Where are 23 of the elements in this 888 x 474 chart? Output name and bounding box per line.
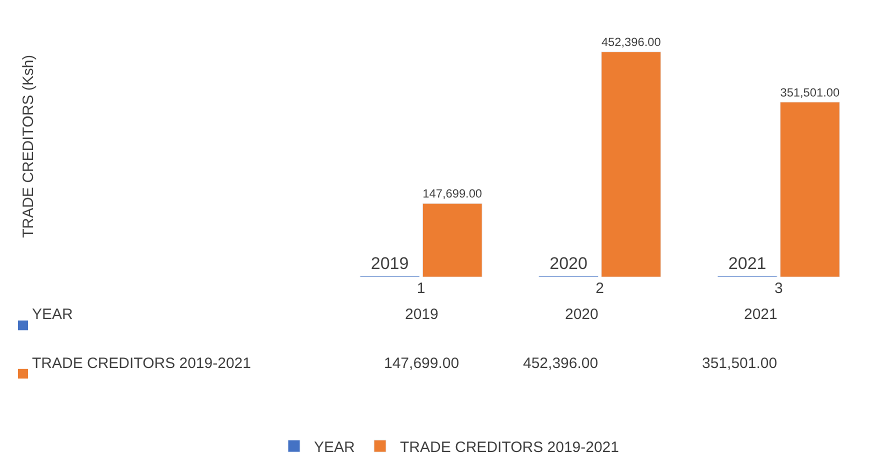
- data-label: 351,501.00: [702, 355, 778, 372]
- text: 2021: [728, 254, 766, 273]
- data-label: 147,699.00: [384, 355, 460, 372]
- text: 2019: [370, 254, 409, 273]
- data-label: 2021: [744, 306, 778, 323]
- data-label: 2020: [565, 306, 598, 323]
- text: TRADE CREDITORS (Ksh): [20, 54, 38, 238]
- x-tick-label: 2: [596, 280, 604, 297]
- data-label: 452,396.00: [523, 355, 598, 372]
- bar: [422, 203, 482, 277]
- bar: [780, 102, 840, 277]
- data-label: 2019: [405, 306, 438, 323]
- text: YEAR: [32, 306, 73, 323]
- bar: [601, 52, 662, 277]
- text: 351,501.00: [780, 85, 840, 100]
- x-tick-label: 1: [416, 280, 426, 297]
- legend-label: TRADE CREDITORS 2019-2021: [400, 438, 619, 456]
- legend-label: YEAR: [314, 438, 356, 456]
- text: 147,699.00: [422, 186, 482, 201]
- x-tick-label: 3: [774, 280, 783, 297]
- text: TRADE CREDITORS 2019-2021: [32, 355, 251, 372]
- text: 2020: [550, 254, 588, 273]
- text: 452,396.00: [601, 35, 661, 50]
